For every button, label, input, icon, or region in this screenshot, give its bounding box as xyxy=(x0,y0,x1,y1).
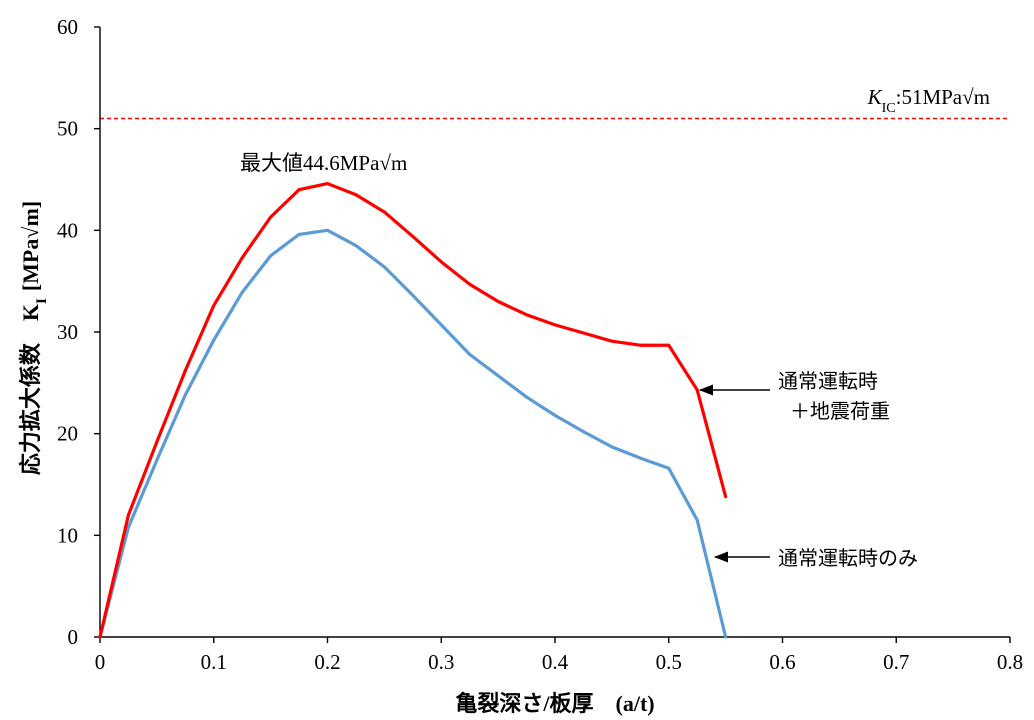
data-point xyxy=(98,635,102,639)
x-tick-label: 0.3 xyxy=(428,650,454,674)
data-point xyxy=(212,338,216,342)
data-point xyxy=(269,215,273,219)
data-point xyxy=(553,323,557,327)
seismic-series-label-line-1: 通常運転時 xyxy=(778,370,878,393)
y-tick-label: 20 xyxy=(57,422,78,446)
data-point xyxy=(297,232,301,236)
axes-layer: 0 10 20 30 40 50 60 0 0.1 0.2 0.3 0.4 0.5 0.6 0.7 0.8 xyxy=(57,15,1023,674)
data-point xyxy=(439,260,443,264)
data-point xyxy=(183,393,187,397)
data-point xyxy=(724,495,728,499)
seismic-series-label-line-2: ＋地震荷重 xyxy=(790,400,890,423)
data-point xyxy=(326,182,329,186)
data-point xyxy=(439,323,443,327)
x-tick-label: 0.2 xyxy=(314,650,340,674)
x-tick-label: 0.8 xyxy=(997,650,1023,674)
y-axis-title: 応力拡大係数 KI [MPa√m] xyxy=(18,201,50,475)
data-point xyxy=(496,374,500,378)
x-tick-label: 0 xyxy=(95,650,106,674)
data-point xyxy=(269,254,273,258)
x-tick-label: 0.7 xyxy=(883,650,909,674)
data-point xyxy=(382,265,386,269)
x-tick-label: 0.1 xyxy=(201,650,227,674)
y-axis-title-subscript: I xyxy=(34,298,50,304)
data-point xyxy=(553,413,557,417)
data-point xyxy=(724,635,728,639)
data-point xyxy=(667,343,671,347)
data-point xyxy=(525,395,529,399)
peak-value-annotation: 最大値44.6MPa√m xyxy=(240,151,407,175)
data-point xyxy=(240,256,244,260)
x-tick-label: 0.6 xyxy=(769,650,795,674)
data-point xyxy=(411,293,415,297)
data-point xyxy=(183,369,187,373)
data-point xyxy=(240,290,244,294)
series-1 xyxy=(98,228,728,639)
data-point xyxy=(581,331,585,335)
series-layer xyxy=(98,181,728,639)
series-line-0 xyxy=(98,181,728,638)
y-tick-label: 30 xyxy=(57,320,78,344)
data-point xyxy=(468,352,472,356)
data-point xyxy=(126,525,130,529)
y-tick-label: 0 xyxy=(68,625,79,649)
series-0 xyxy=(98,181,728,639)
data-point xyxy=(411,234,415,238)
data-point xyxy=(695,388,699,392)
y-axis-title-main: 応力拡大係数 K xyxy=(18,304,43,475)
data-point xyxy=(695,518,699,522)
series-line-1 xyxy=(98,228,728,638)
data-point xyxy=(354,244,358,248)
data-point xyxy=(667,466,671,470)
data-point xyxy=(326,228,329,232)
x-axis-title: 亀裂深さ/板厚 (a/t) xyxy=(455,691,654,716)
y-axis-title-unit: [MPa√m] xyxy=(18,201,43,291)
x-tick-label: 0.5 xyxy=(656,650,682,674)
y-tick-label: 60 xyxy=(57,15,78,39)
data-point xyxy=(581,430,585,434)
kic-label-subscript: IC xyxy=(882,101,896,116)
data-point xyxy=(354,193,358,197)
y-tick-label: 10 xyxy=(57,523,78,547)
kic-label-value: :51MPa√m xyxy=(896,85,990,109)
data-point xyxy=(638,456,642,460)
kic-reference-label: KIC:51MPa√m xyxy=(867,85,990,116)
data-point xyxy=(297,188,301,192)
data-point xyxy=(126,513,130,517)
y-tick-label: 40 xyxy=(57,218,78,242)
kic-label-k: K xyxy=(867,85,883,109)
data-point xyxy=(468,282,472,286)
x-tick-label: 0.4 xyxy=(542,650,569,674)
data-point xyxy=(610,445,614,449)
data-point xyxy=(496,300,500,303)
data-point xyxy=(638,343,642,347)
data-point xyxy=(212,304,216,308)
data-point xyxy=(382,210,386,214)
data-point xyxy=(525,313,529,317)
normal-series-label: 通常運転時のみ xyxy=(778,547,918,570)
data-point xyxy=(155,440,159,444)
data-point xyxy=(610,339,614,343)
y-tick-label: 50 xyxy=(57,117,78,141)
data-point xyxy=(155,458,159,462)
